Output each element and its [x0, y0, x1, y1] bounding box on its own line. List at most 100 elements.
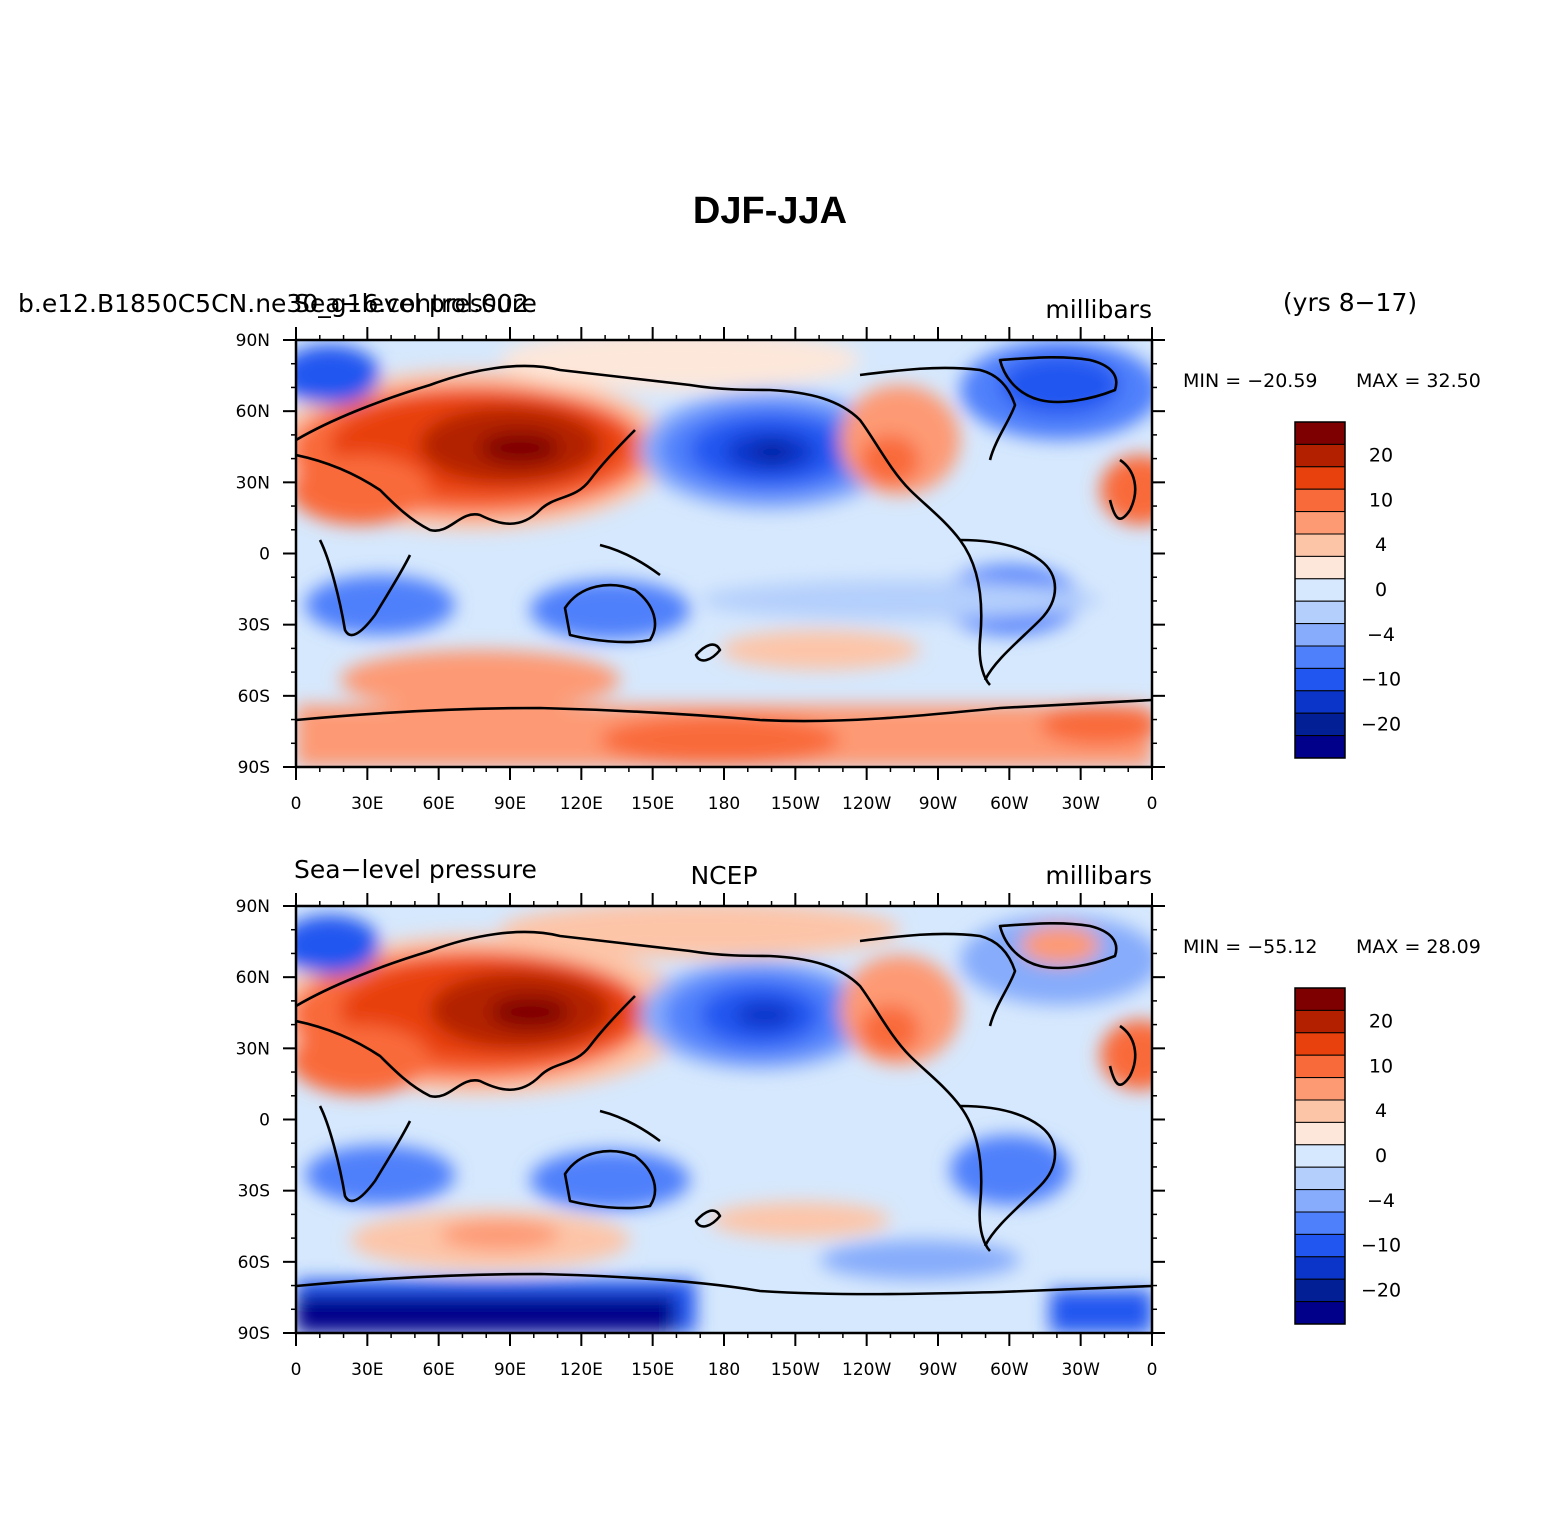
- panel-model-colorbar-box: [1294, 623, 1346, 647]
- panel-obs-colorbar-label: 10: [1369, 1055, 1393, 1077]
- panel-obs-colorbar-box: [1294, 1166, 1346, 1191]
- panel-model-lon-label: 120W: [842, 794, 891, 814]
- panel-model-case-name: b.e12.B1850C5CN.ne30_g16.control.002: [18, 289, 529, 318]
- panel-obs-lon-label: 90E: [494, 1360, 526, 1380]
- panel-obs-colorbar-label: −4: [1367, 1190, 1395, 1212]
- panel-obs-colorbar-label: 0: [1375, 1145, 1387, 1167]
- panel-model-units: millibars: [1045, 295, 1152, 324]
- panel-obs-colorbar-label: 20: [1369, 1011, 1393, 1033]
- panel-obs-coastlines: [296, 921, 1152, 1296]
- panel-obs-colorbar-label: −20: [1361, 1279, 1401, 1301]
- panel-model-lon-label: 150E: [631, 794, 674, 814]
- panel-model-coastlines: [296, 355, 1152, 723]
- panel-obs-lon-label: 30W: [1061, 1360, 1100, 1380]
- panel-obs-colorbar-box: [1294, 987, 1346, 1011]
- panel-model-lon-label: 60W: [990, 794, 1029, 814]
- panel-obs-colorbar: 20 10 4 0 −4 −10 −20: [1294, 987, 1401, 1325]
- panel-obs-colorbar-box: [1294, 1009, 1346, 1034]
- panel-model-colorbar-label: 10: [1369, 489, 1393, 511]
- panel-obs-lat-label: 30N: [236, 1039, 270, 1059]
- panel-model-lon-label: 30W: [1061, 794, 1100, 814]
- panel-obs-dataset: NCEP: [690, 861, 757, 890]
- panel-model-colorbar-box: [1294, 488, 1346, 513]
- panel-model-colorbar-box: [1294, 600, 1346, 625]
- panel-model-colorbar-label: 0: [1375, 579, 1387, 601]
- panel-obs-colorbar-box: [1294, 1099, 1346, 1123]
- panel-model-colorbar-label: 20: [1369, 445, 1393, 467]
- panel-model-colorbar-label: −10: [1361, 669, 1401, 691]
- years-label: (yrs 8−17): [1283, 288, 1417, 317]
- panel-obs-lon-label: 0: [1147, 1360, 1158, 1380]
- panel-model-colorbar-box: [1294, 466, 1346, 490]
- panel-model-colorbar-label: −20: [1361, 713, 1401, 735]
- panel-obs-lon-label: 120E: [560, 1360, 603, 1380]
- panel-model-colorbar-box: [1294, 690, 1346, 714]
- panel-obs-colorbar-label: −10: [1361, 1235, 1401, 1257]
- panel-obs-colorbar-box: [1294, 1278, 1346, 1303]
- panel-model-colorbar-box: [1294, 712, 1346, 737]
- panel-model-colorbar-box: [1294, 578, 1346, 602]
- panel-obs-lon-label: 60E: [422, 1360, 454, 1380]
- panel-model-lat-label: 30N: [236, 473, 270, 493]
- panel-obs-axes: 90N 60N 30N 0 30S 60S 90S 0 30E 60E 90E 120E 150E 180…: [236, 893, 1165, 1380]
- panel-model-lon-label: 30E: [351, 794, 383, 814]
- panel-obs-colorbar-box: [1294, 1032, 1346, 1056]
- panel-model-variable: Sea−level pressure: [294, 289, 537, 318]
- panel-model-max: MAX = 32.50: [1356, 370, 1481, 392]
- panel-obs-max: MAX = 28.09: [1356, 936, 1481, 958]
- panel-model-colorbar-box: [1294, 555, 1346, 580]
- panel-model-lat-label: 30S: [238, 616, 270, 636]
- panel-obs-units: millibars: [1045, 861, 1152, 890]
- panel-obs-lat-label: 0: [259, 1111, 270, 1131]
- panel-obs-lon-label: 150E: [631, 1360, 674, 1380]
- panel-obs-lat-label: 90S: [238, 1324, 270, 1344]
- panel-obs: Sea−level pressure NCEP millibars MIN = …: [236, 855, 1481, 1380]
- panel-model-lon-label: 150W: [771, 794, 820, 814]
- panel-model-lat-label: 60N: [236, 402, 270, 422]
- panel-model-lon-label: 120E: [560, 794, 603, 814]
- panel-obs-colorbar-box: [1294, 1077, 1346, 1101]
- panel-obs-colorbar-label: 4: [1375, 1100, 1387, 1122]
- panel-model-lon-label: 0: [291, 794, 302, 814]
- panel-obs-colorbar-box: [1294, 1144, 1346, 1168]
- panel-model-colorbar-label: −4: [1367, 624, 1395, 646]
- panel-obs-lon-label: 120W: [842, 1360, 891, 1380]
- panel-model: b.e12.B1850C5CN.ne30_g16.control.002 Sea…: [18, 289, 1481, 814]
- panel-obs-lat-label: 90N: [236, 897, 270, 917]
- panel-obs-lon-label: 90W: [919, 1360, 958, 1380]
- panel-obs-lon-label: 180: [708, 1360, 740, 1380]
- panel-model-colorbar-box: [1294, 421, 1346, 445]
- panel-model-axes: 90N 60N 30N 0 30S 60S 90S 0 30E 60E 90E 120E 150E 180…: [236, 327, 1165, 814]
- panel-model-colorbar-box: [1294, 533, 1346, 557]
- panel-obs-colorbar-box: [1294, 1121, 1346, 1146]
- panel-model-lat-label: 90S: [238, 758, 270, 778]
- panel-model-colorbar-box: [1294, 667, 1346, 692]
- panel-obs-field: [296, 906, 1152, 1333]
- panel-model-lon-label: 0: [1147, 794, 1158, 814]
- panel-obs-colorbar-box: [1294, 1256, 1346, 1280]
- panel-obs-lon-label: 60W: [990, 1360, 1029, 1380]
- panel-model-colorbar-box: [1294, 645, 1346, 669]
- figure-title: DJF-JJA: [693, 190, 847, 232]
- panel-obs-variable: Sea−level pressure: [294, 855, 537, 884]
- panel-obs-colorbar-box: [1294, 1301, 1346, 1325]
- panel-model-lat-label: 60S: [238, 687, 270, 707]
- panel-model-lon-label: 60E: [422, 794, 454, 814]
- panel-model-min: MIN = −20.59: [1183, 370, 1318, 392]
- panel-obs-lat-label: 30S: [238, 1182, 270, 1202]
- panel-obs-colorbar-box: [1294, 1054, 1346, 1079]
- panel-obs-colorbar-box: [1294, 1189, 1346, 1213]
- panel-obs-lon-label: 30E: [351, 1360, 383, 1380]
- panel-obs-colorbar-box: [1294, 1233, 1346, 1258]
- panel-model-colorbar-box: [1294, 511, 1346, 535]
- panel-model-lon-label: 90E: [494, 794, 526, 814]
- panel-model-lon-label: 90W: [919, 794, 958, 814]
- panel-obs-lat-label: 60N: [236, 968, 270, 988]
- panel-model-colorbar-box: [1294, 443, 1346, 468]
- panel-obs-lon-label: 150W: [771, 1360, 820, 1380]
- panel-model-lat-label: 90N: [236, 331, 270, 351]
- panel-model-lon-label: 180: [708, 794, 740, 814]
- panel-model-colorbar-box: [1294, 735, 1346, 759]
- panel-model-colorbar-label: 4: [1375, 534, 1387, 556]
